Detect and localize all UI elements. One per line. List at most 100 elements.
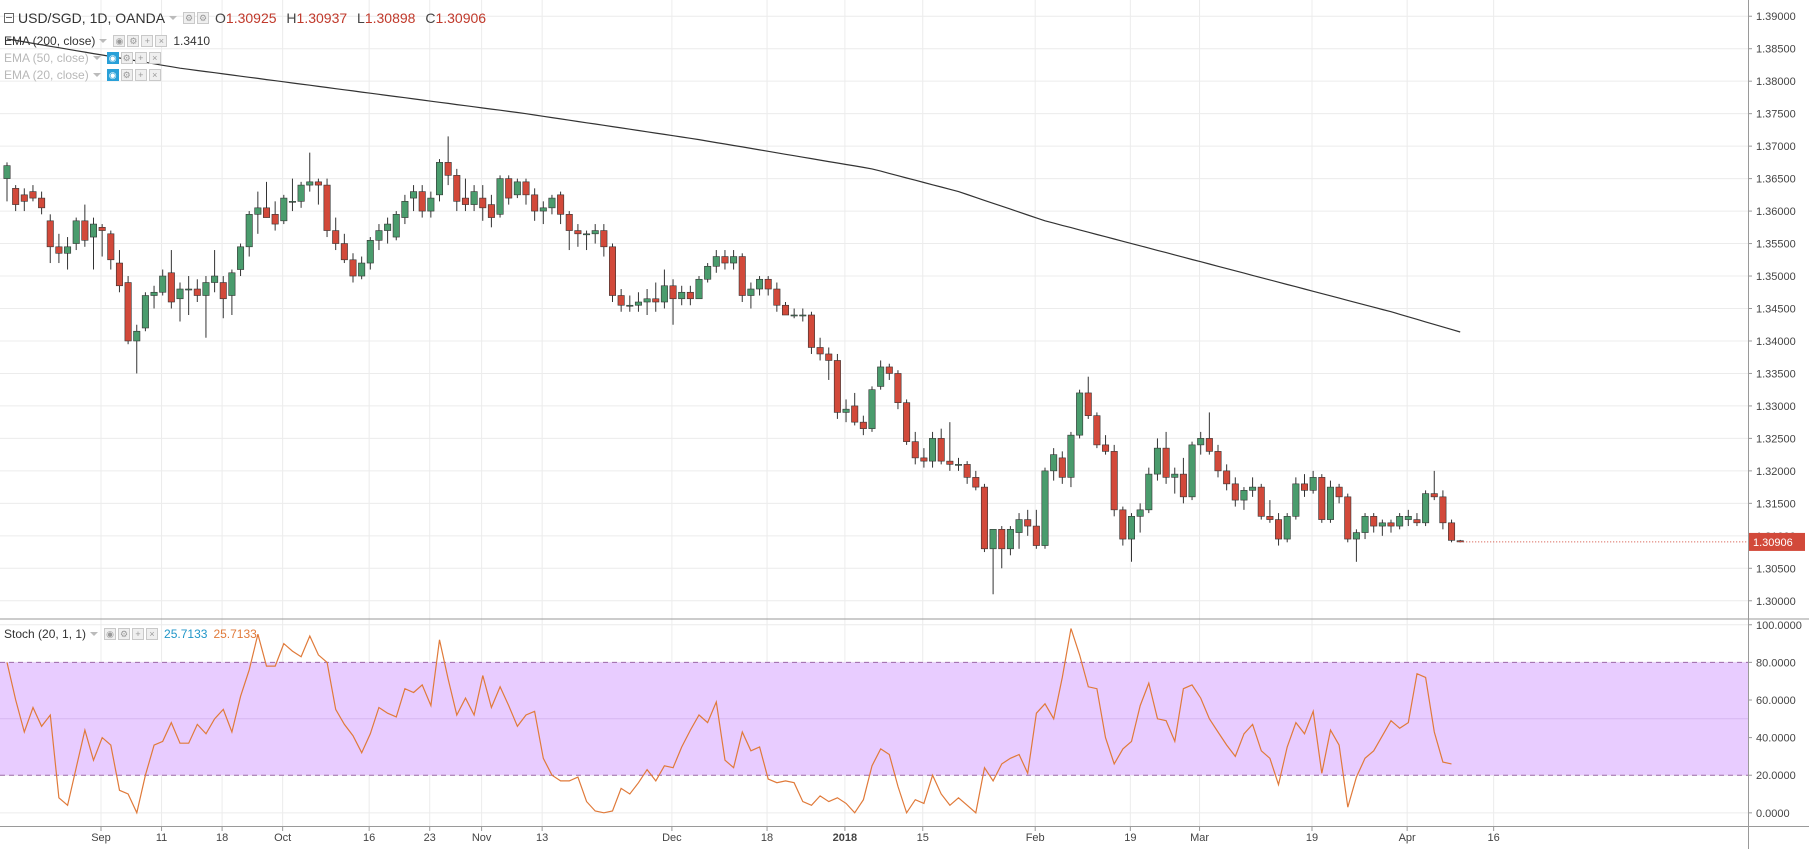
chevron-down-icon[interactable]: [92, 56, 101, 60]
indicator-legend-ema200[interactable]: EMA (200, close) ◉ ⚙ + × 1.3410: [4, 34, 210, 48]
gear-icon[interactable]: ⚙: [118, 628, 131, 640]
candle-body: [1309, 477, 1317, 491]
candle-body: [522, 181, 530, 196]
eye-icon[interactable]: ◉: [113, 35, 126, 47]
candle-body: [937, 438, 945, 462]
candle-body: [704, 265, 712, 280]
candle-body: [1318, 477, 1326, 520]
eye-icon[interactable]: ◉: [104, 628, 117, 640]
candle-body: [1404, 516, 1412, 520]
candle-body: [954, 464, 962, 466]
candle-body: [150, 291, 158, 296]
close-icon[interactable]: ×: [148, 69, 161, 81]
high-key: H: [286, 10, 297, 26]
indicator-legend-ema50[interactable]: EMA (50, close) ◉ ⚙ + ×: [4, 51, 161, 65]
candle-body: [90, 223, 98, 238]
candle-body: [55, 246, 63, 254]
candle-body: [1093, 415, 1101, 446]
candle-body: [487, 204, 495, 218]
candle-body: [1110, 451, 1118, 511]
gear-icon[interactable]: ⚙: [120, 52, 133, 64]
eye-icon[interactable]: ◉: [106, 69, 119, 81]
candle-body: [12, 188, 20, 205]
candle-body: [1188, 444, 1196, 498]
plus-icon[interactable]: +: [132, 628, 145, 640]
candle-body: [1387, 522, 1395, 527]
gear-icon[interactable]: ⚙: [120, 69, 133, 81]
candle-body: [323, 184, 331, 231]
indicator-label: EMA (20, close): [4, 68, 89, 82]
stoch-legend[interactable]: Stoch (20, 1, 1) ◉ ⚙ + × 25.7133 25.7133: [4, 627, 257, 641]
price-tick-label: 1.34000: [1756, 336, 1796, 348]
price-tick-label: 1.32500: [1756, 433, 1796, 445]
settings-icon[interactable]: ⚙: [183, 12, 196, 24]
candle-body: [695, 278, 703, 300]
low-key: L: [357, 10, 365, 26]
collapse-icon[interactable]: [4, 13, 14, 23]
stoch-tick-label: 60.0000: [1756, 695, 1796, 707]
candle-body: [1335, 486, 1343, 498]
candle-body: [548, 197, 556, 209]
candle-body: [176, 288, 184, 300]
close-icon[interactable]: ×: [155, 35, 168, 47]
close-icon[interactable]: ×: [148, 52, 161, 64]
chevron-down-icon[interactable]: [92, 73, 101, 77]
candle-body: [669, 285, 677, 300]
candle-body: [496, 178, 504, 215]
indicator-legend-ema20[interactable]: EMA (20, close) ◉ ⚙ + ×: [4, 68, 161, 82]
stoch-tick-label: 40.0000: [1756, 733, 1796, 745]
candle-body: [288, 201, 296, 203]
chevron-down-icon[interactable]: [169, 16, 178, 20]
plus-icon[interactable]: +: [134, 69, 147, 81]
candle-body: [1058, 457, 1066, 478]
candle-body: [20, 194, 28, 202]
candle-body: [1214, 451, 1222, 472]
eye-icon[interactable]: ◉: [106, 52, 119, 64]
candle-body: [427, 197, 435, 212]
candle-body: [29, 191, 37, 199]
candle-body: [366, 240, 374, 264]
chevron-down-icon[interactable]: [99, 39, 108, 43]
candle-body: [617, 295, 625, 306]
candle-body: [686, 291, 694, 300]
candle-body: [868, 389, 876, 429]
indicator-label: EMA (200, close): [4, 34, 96, 48]
time-tick-label: 15: [917, 832, 929, 844]
low-value: 1.30898: [364, 10, 416, 26]
candle-body: [349, 259, 357, 277]
candle-body: [1448, 522, 1456, 541]
candle-body: [167, 272, 175, 303]
candle-body: [1249, 486, 1257, 491]
gear-icon[interactable]: ⚙: [197, 12, 210, 24]
candle-body: [652, 298, 660, 303]
candle-body: [903, 402, 911, 442]
candle-body: [219, 282, 227, 300]
candle-body: [531, 194, 539, 212]
time-tick-label: 16: [363, 832, 375, 844]
close-icon[interactable]: ×: [146, 628, 159, 640]
candle-body: [1326, 486, 1334, 520]
candle-body: [1015, 519, 1023, 533]
candle-body: [1275, 519, 1283, 540]
indicator-value: 1.3410: [173, 34, 211, 48]
candle-body: [1283, 516, 1291, 540]
candle-body: [211, 275, 219, 283]
candle-body: [1041, 470, 1049, 546]
candle-body: [418, 191, 426, 212]
candle-body: [738, 256, 746, 296]
candle-body: [963, 464, 971, 478]
plus-icon[interactable]: +: [134, 52, 147, 64]
stoch-label: Stoch (20, 1, 1): [4, 627, 87, 641]
candle-body: [851, 405, 859, 423]
time-tick-label: 18: [761, 832, 773, 844]
candle-body: [1145, 473, 1153, 511]
time-tick-label: Oct: [274, 832, 291, 844]
plus-icon[interactable]: +: [141, 35, 154, 47]
chevron-down-icon[interactable]: [90, 632, 99, 636]
symbol-legend: USD/SGD, 1D, OANDA ⚙ ⚙ O1.30925 H1.30937…: [4, 10, 486, 26]
gear-icon[interactable]: ⚙: [127, 35, 140, 47]
candle-body: [608, 246, 616, 296]
time-tick-label: 13: [536, 832, 548, 844]
candle-body: [1396, 516, 1404, 527]
